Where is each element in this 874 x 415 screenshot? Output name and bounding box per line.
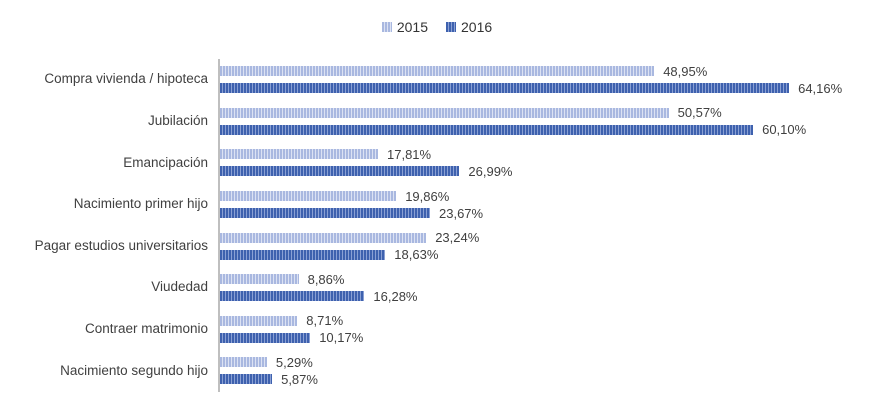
category-label: Compra vivienda / hipoteca [44, 71, 208, 87]
bar-line: 64,16% [220, 80, 874, 96]
bar-line: 17,81% [220, 146, 874, 162]
bar-2016 [220, 124, 754, 135]
category-bars: 19,86% 23,67% [218, 183, 874, 226]
bar-line: 5,29% [220, 354, 874, 370]
bar-2016 [220, 208, 430, 219]
bar-2015 [220, 274, 299, 285]
bar-2016 [220, 249, 386, 260]
bar-2015 [220, 191, 397, 202]
bar-line: 50,57% [220, 105, 874, 121]
legend-swatch-2016-icon [446, 22, 456, 32]
value-label-2015: 50,57% [677, 105, 722, 121]
legend: 2015 2016 [0, 0, 874, 35]
legend-swatch-2015-icon [381, 22, 392, 32]
bar-2016 [220, 83, 790, 94]
chart-row: Viudedad 8,86% 16,28% [0, 266, 874, 309]
value-label-2015: 17,81% [387, 146, 432, 162]
category-label: Contraer matrimonio [84, 320, 208, 336]
category-bars: 48,95% 64,16% [218, 59, 874, 101]
category-label: Nacimiento segundo hijo [60, 362, 208, 378]
value-label-2015: 5,29% [275, 354, 313, 370]
category-bars: 5,29% 5,87% [218, 350, 874, 392]
category-bars: 8,71% 10,17% [218, 308, 874, 351]
value-label-2015: 8,71% [306, 313, 344, 329]
value-label-2016: 23,67% [439, 205, 484, 221]
value-label-2015: 48,95% [663, 63, 708, 79]
value-label-2016: 16,28% [373, 288, 418, 304]
bar-line: 48,95% [220, 63, 874, 79]
chart-row: Jubilación 50,57% 60,10% [0, 100, 874, 143]
category-label: Viudedad [151, 279, 208, 295]
chart-row: Contraer matrimonio 8,71% 10,17% [0, 308, 874, 351]
bar-2015 [220, 149, 378, 160]
value-label-2016: 10,17% [319, 330, 364, 346]
bar-line: 8,71% [220, 313, 874, 329]
value-label-2016: 64,16% [798, 80, 843, 96]
value-label-2016: 60,10% [762, 122, 807, 138]
category-bars: 50,57% 60,10% [218, 100, 874, 143]
bar-2016 [220, 291, 365, 302]
bar-2016 [220, 374, 273, 385]
chart-row: Nacimiento primer hijo 19,86% 23,67% [0, 183, 874, 226]
bar-2015 [220, 357, 267, 368]
chart-row: Emancipación 17,81% 26,99% [0, 142, 874, 184]
bar-line: 16,28% [220, 288, 874, 304]
category-label: Jubilación [147, 112, 208, 128]
category-bars: 17,81% 26,99% [218, 142, 874, 184]
chart-row: Compra vivienda / hipoteca 48,95% 64,16% [0, 59, 874, 101]
bar-2015 [220, 107, 669, 118]
category-label: Nacimiento primer hijo [73, 196, 208, 212]
legend-label-2016: 2016 [461, 19, 493, 35]
bar-2015 [220, 66, 655, 77]
bar-line: 5,87% [220, 371, 874, 387]
bar-line: 8,86% [220, 271, 874, 287]
bar-line: 60,10% [220, 122, 874, 138]
bar-line: 23,24% [220, 230, 874, 246]
value-label-2016: 26,99% [468, 163, 513, 179]
bar-line: 19,86% [220, 188, 874, 204]
bar-2016 [220, 166, 460, 177]
value-label-2016: 18,63% [394, 247, 439, 263]
legend-item-2016: 2016 [446, 19, 492, 35]
value-label-2016: 5,87% [281, 371, 318, 387]
bar-2015 [220, 232, 427, 243]
bar-2016 [220, 332, 311, 343]
chart-row: Nacimiento segundo hijo 5,29% 5,87% [0, 350, 874, 392]
value-label-2015: 19,86% [405, 188, 450, 204]
plot-area: Compra vivienda / hipoteca 48,95% 64,16% Ju… [0, 59, 874, 392]
category-bars: 23,24% 18,63% [218, 225, 874, 267]
bar-2015 [220, 315, 298, 326]
legend-label-2015: 2015 [396, 19, 428, 35]
bar-line: 23,67% [220, 205, 874, 221]
value-label-2015: 8,86% [307, 271, 345, 287]
bar-line: 26,99% [220, 163, 874, 179]
category-label: Emancipación [123, 154, 208, 170]
value-label-2015: 23,24% [435, 230, 480, 246]
chart-row: Pagar estudios universitarios 23,24% 18,63… [0, 225, 874, 267]
category-label: Pagar estudios universitarios [34, 237, 208, 253]
category-bars: 8,86% 16,28% [218, 266, 874, 309]
legend-item-2015: 2015 [381, 19, 428, 35]
bar-line: 18,63% [220, 247, 874, 263]
bar-line: 10,17% [220, 330, 874, 346]
